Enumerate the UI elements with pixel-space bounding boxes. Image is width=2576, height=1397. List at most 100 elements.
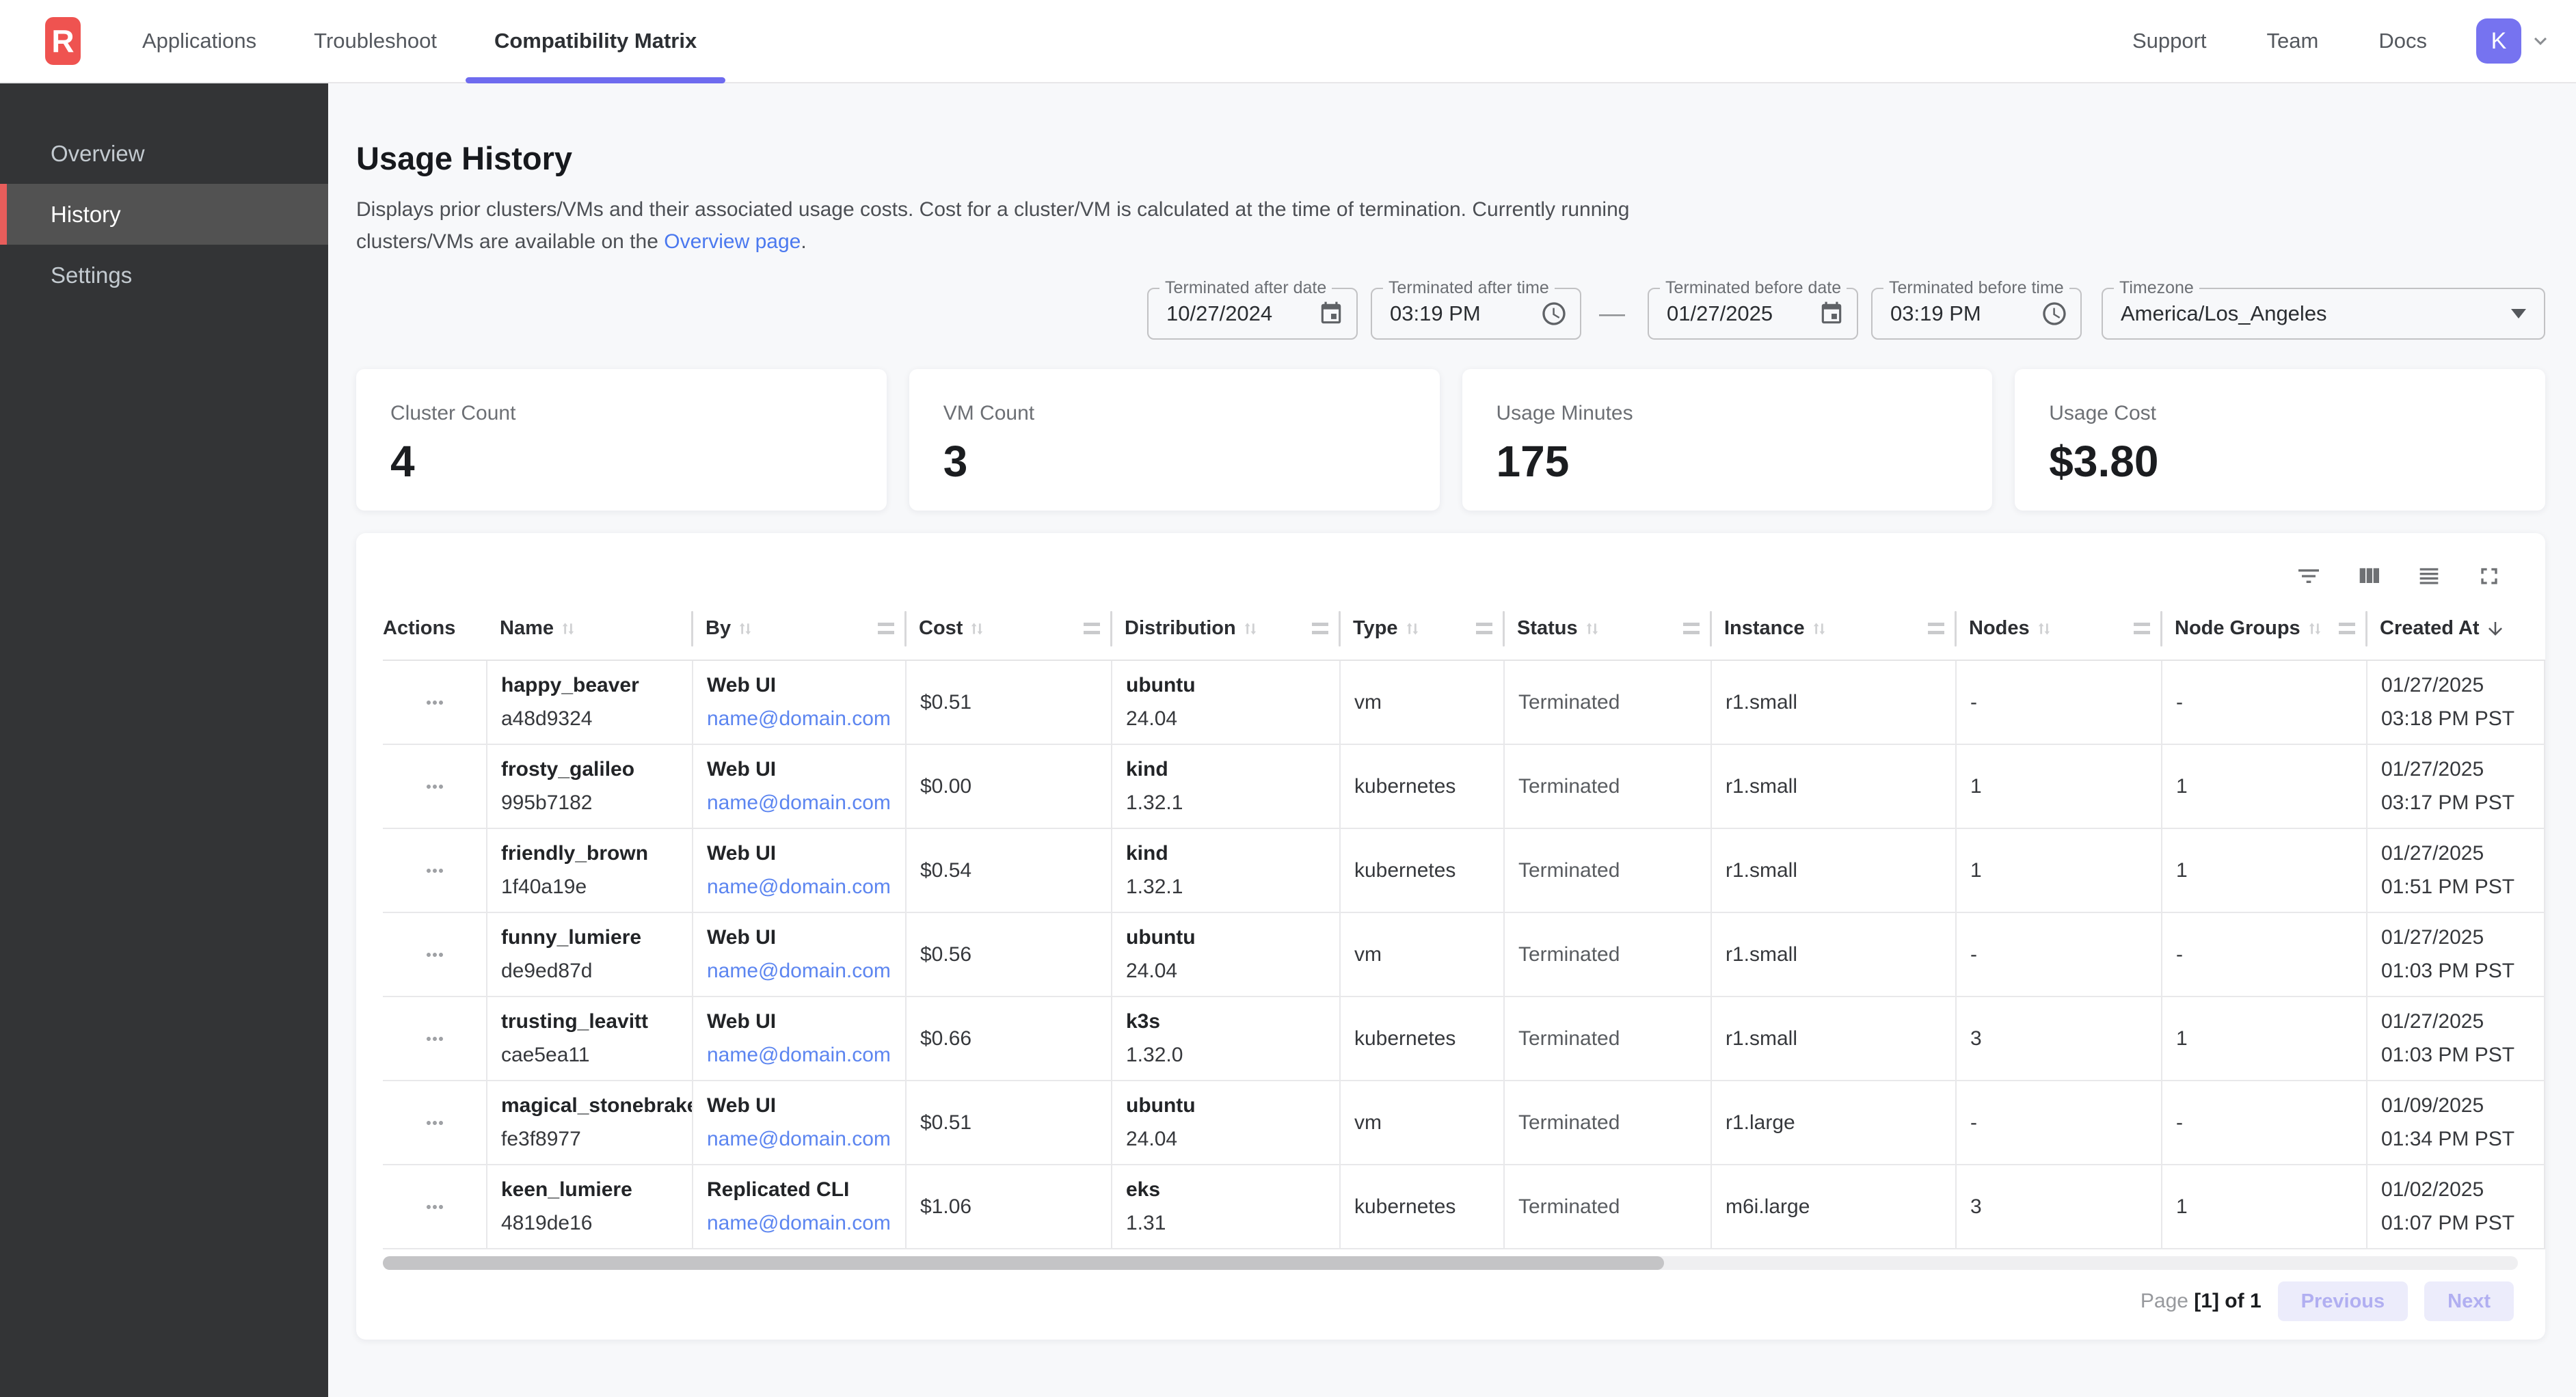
node-groups-value: 1 <box>2176 1195 2366 1219</box>
clock-icon[interactable] <box>2041 300 2068 327</box>
nav-item-troubleshoot[interactable]: Troubleshoot <box>285 0 466 82</box>
sort-icon[interactable] <box>1583 620 1601 638</box>
caret-down-icon[interactable] <box>2511 309 2532 318</box>
row-actions-button[interactable] <box>383 1081 486 1164</box>
distribution-version: 24.04 <box>1126 707 1339 731</box>
replicated-logo[interactable]: R <box>45 17 81 65</box>
previous-page-button[interactable]: Previous <box>2278 1281 2409 1321</box>
column-header-nodes[interactable]: Nodes <box>1955 597 2161 660</box>
sidebar-item-settings[interactable]: Settings <box>0 245 328 306</box>
row-actions-button[interactable] <box>383 661 486 744</box>
clock-icon[interactable] <box>1540 300 1568 327</box>
created-by-email[interactable]: name@domain.com <box>707 791 905 815</box>
terminated-before-date-field[interactable]: Terminated before date 01/27/2025 <box>1648 288 1858 340</box>
stat-label: Cluster Count <box>390 402 887 425</box>
cell-name: happy_beavera48d9324 <box>486 661 692 744</box>
cell-by: Web UIname@domain.com <box>692 1081 905 1164</box>
column-header-node_groups[interactable]: Node Groups <box>2161 597 2366 660</box>
created-time: 01:34 PM PST <box>2381 1128 2544 1151</box>
sort-icon[interactable] <box>559 620 577 638</box>
created-by-email[interactable]: name@domain.com <box>707 707 905 731</box>
row-actions-button[interactable] <box>383 829 486 912</box>
overview-page-link[interactable]: Overview page <box>664 230 801 253</box>
sort-icon[interactable] <box>1810 620 1828 638</box>
column-header-name[interactable]: Name <box>486 597 692 660</box>
column-menu-icon[interactable] <box>878 623 894 634</box>
table-footer: Page [1] of 1 Previous Next <box>356 1270 2545 1333</box>
column-header-instance[interactable]: Instance <box>1710 597 1955 660</box>
cost-value: $0.54 <box>920 859 1111 882</box>
terminated-after-time-field[interactable]: Terminated after time 03:19 PM <box>1371 288 1581 340</box>
terminated-before-time-field[interactable]: Terminated before time 03:19 PM <box>1871 288 2082 340</box>
timezone-select[interactable]: Timezone America/Los_Angeles <box>2102 288 2545 340</box>
cell-instance: m6i.large <box>1710 1165 1955 1248</box>
sort-icon[interactable] <box>1242 620 1259 638</box>
row-actions-button[interactable] <box>383 913 486 996</box>
column-menu-icon[interactable] <box>1084 623 1100 634</box>
nodes-value: - <box>1970 943 2161 966</box>
field-value: America/Los_Angeles <box>2103 301 2327 326</box>
distribution-version: 1.32.0 <box>1126 1044 1339 1067</box>
cluster-id: 4819de16 <box>501 1212 692 1235</box>
calendar-icon[interactable] <box>1819 301 1844 327</box>
user-avatar[interactable]: K <box>2476 18 2521 64</box>
column-header-status[interactable]: Status <box>1503 597 1710 660</box>
nodes-value: - <box>1970 1111 2161 1135</box>
row-actions-button[interactable] <box>383 997 486 1080</box>
sort-icon[interactable] <box>968 620 986 638</box>
column-label: Distribution <box>1125 617 1236 640</box>
row-actions-button[interactable] <box>383 1165 486 1248</box>
column-menu-icon[interactable] <box>1476 623 1492 634</box>
terminated-after-date-field[interactable]: Terminated after date 10/27/2024 <box>1147 288 1358 340</box>
sort-desc-icon[interactable] <box>2485 619 2506 639</box>
column-header-distribution[interactable]: Distribution <box>1111 597 1339 660</box>
cell-instance: r1.small <box>1710 661 1955 744</box>
density-icon[interactable] <box>2415 562 2443 590</box>
secondary-nav: Support Team Docs K <box>2102 0 2576 82</box>
calendar-icon[interactable] <box>1318 301 1344 327</box>
column-menu-icon[interactable] <box>1683 623 1700 634</box>
table-row: frosty_galileo995b7182Web UIname@domain.… <box>383 745 2545 829</box>
column-header-created_at[interactable]: Created At <box>2366 597 2545 660</box>
columns-icon[interactable] <box>2355 562 2383 590</box>
created-by-email[interactable]: name@domain.com <box>707 1044 905 1067</box>
cluster-id: cae5ea11 <box>501 1044 692 1067</box>
nav-link-team[interactable]: Team <box>2237 0 2349 82</box>
horizontal-scrollbar-thumb[interactable] <box>383 1256 1664 1270</box>
filter-icon[interactable] <box>2295 562 2322 590</box>
column-menu-icon[interactable] <box>1312 623 1328 634</box>
next-page-button[interactable]: Next <box>2424 1281 2514 1321</box>
cell-created_at: 01/27/202501:51 PM PST <box>2366 829 2545 912</box>
column-menu-icon[interactable] <box>2339 623 2355 634</box>
filter-row: Terminated after date 10/27/2024 Termina… <box>356 288 2545 340</box>
created-by-email[interactable]: name@domain.com <box>707 1128 905 1151</box>
fullscreen-icon[interactable] <box>2476 562 2503 590</box>
column-header-by[interactable]: By <box>692 597 905 660</box>
sort-icon[interactable] <box>1404 620 1421 638</box>
horizontal-scrollbar-track[interactable] <box>383 1256 2518 1270</box>
sort-icon[interactable] <box>2035 620 2053 638</box>
stat-card-usage-cost: Usage Cost $3.80 <box>2015 369 2545 511</box>
sort-icon[interactable] <box>2306 620 2324 638</box>
chevron-down-icon[interactable] <box>2528 29 2553 53</box>
row-actions-button[interactable] <box>383 745 486 828</box>
nav-item-applications[interactable]: Applications <box>113 0 285 82</box>
primary-nav: Applications Troubleshoot Compatibility … <box>113 0 725 82</box>
column-menu-icon[interactable] <box>1928 623 1944 634</box>
column-header-cost[interactable]: Cost <box>905 597 1111 660</box>
sidebar-item-history[interactable]: History <box>0 184 328 245</box>
cell-created_at: 01/09/202501:34 PM PST <box>2366 1081 2545 1164</box>
column-header-type[interactable]: Type <box>1339 597 1503 660</box>
status-value: Terminated <box>1518 859 1710 882</box>
column-label: Instance <box>1724 617 1805 640</box>
created-by-email[interactable]: name@domain.com <box>707 1212 905 1235</box>
sidebar-item-overview[interactable]: Overview <box>0 123 328 184</box>
created-by-email[interactable]: name@domain.com <box>707 876 905 899</box>
created-by-source: Replicated CLI <box>707 1178 905 1202</box>
sort-icon[interactable] <box>736 620 754 638</box>
nav-link-support[interactable]: Support <box>2102 0 2237 82</box>
nav-link-docs[interactable]: Docs <box>2348 0 2457 82</box>
nav-item-compatibility-matrix[interactable]: Compatibility Matrix <box>466 0 725 82</box>
created-by-email[interactable]: name@domain.com <box>707 960 905 983</box>
column-menu-icon[interactable] <box>2134 623 2150 634</box>
